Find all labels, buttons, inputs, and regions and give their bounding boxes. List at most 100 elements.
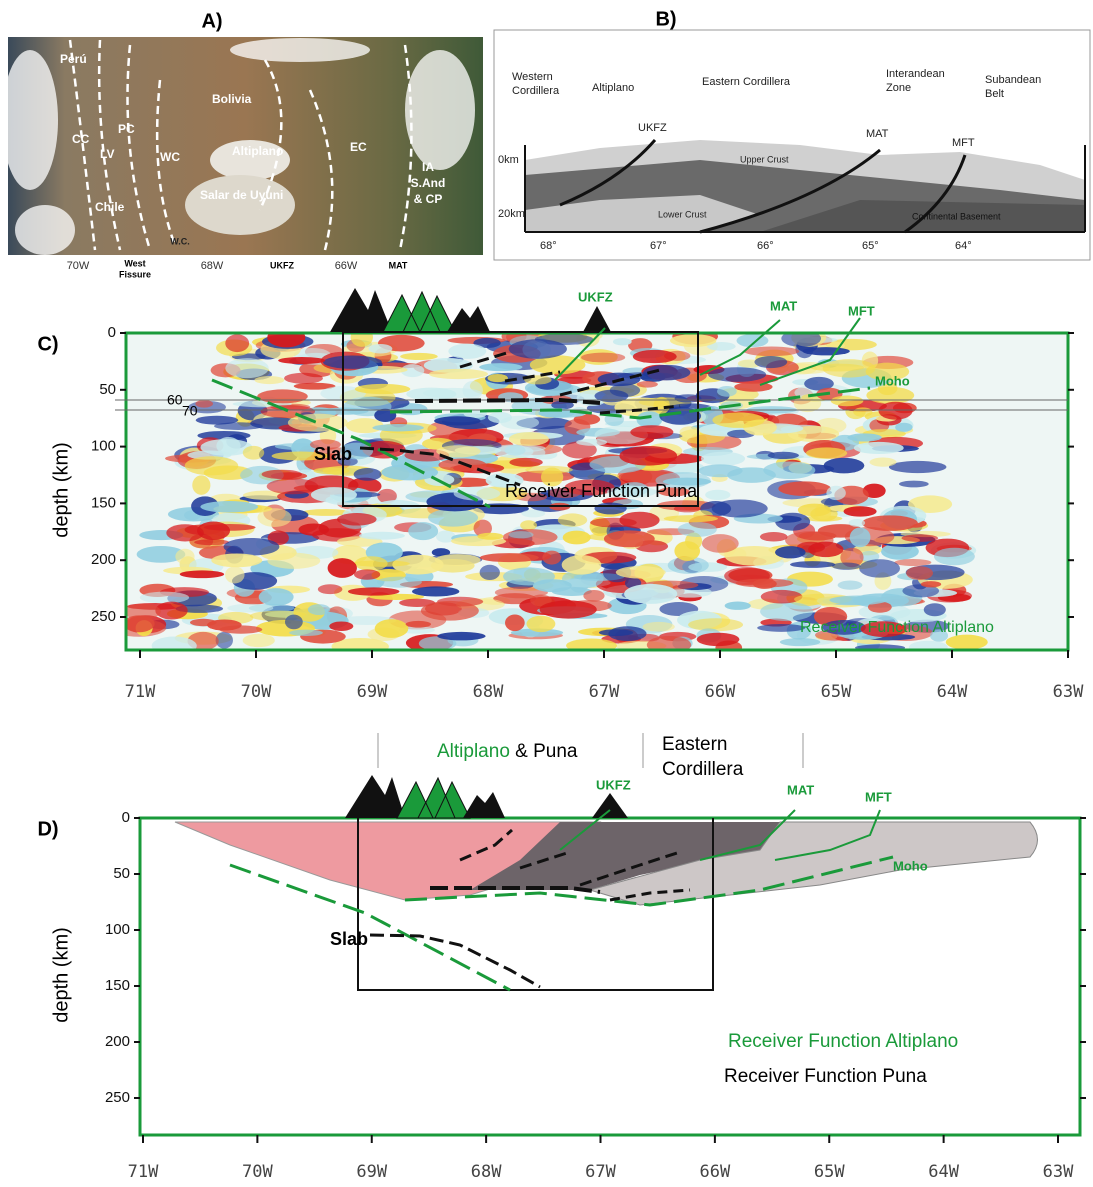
rf-blob [307,604,331,616]
rf-blob [353,569,381,580]
rf-blob [530,594,552,607]
panel-c: C) depth (km) 60 70 UKFZ [37,288,1084,702]
rf-blob [608,626,647,642]
rf-blob [392,554,444,575]
x-tick-label: 67W [589,682,620,702]
rf-blob [473,337,501,349]
rf-blob [494,586,548,599]
region-dividers [377,733,804,768]
rf-blob [808,541,844,558]
rf-blob [508,531,534,539]
salar [210,140,290,180]
fault-label: UKFZ [578,289,613,304]
rf-blob [861,515,918,531]
region-label: Eastern [662,734,727,755]
x-tick-label: 63W [1053,682,1084,702]
rf-blob [284,614,303,630]
rf-blob [266,478,319,495]
rf-blob [653,396,670,415]
rf-blob [242,490,289,500]
rf-blob [888,460,947,474]
rf-blob [211,553,263,568]
rf-blob [707,341,736,351]
rf-blob [920,581,942,588]
rf-blob [219,625,263,634]
rf-blob [267,333,306,348]
rf-blob [583,589,605,602]
rf-blob [643,364,691,381]
region-label: Western [512,71,553,83]
rf-blob [612,338,632,346]
rf-blob [508,432,549,446]
rf-blob [906,566,934,580]
rf-blob [310,487,357,503]
rf-blob [945,634,988,650]
rf-blob [473,519,492,537]
rf-blob [830,395,864,407]
x-tick-label: 67W [585,1162,616,1182]
rf-blob [448,343,487,359]
rf-blob [278,357,326,364]
faults [559,139,967,234]
rf-blob [242,633,275,648]
rf-blob [258,588,294,606]
rf-blob [434,554,481,566]
axis-label: 70W [67,260,90,272]
fault-label: MAT [866,128,889,140]
rf-blob [865,362,910,381]
lon-label: 67° [650,240,667,252]
x-tick-label: 71W [125,682,156,702]
lon-label: 65° [862,240,879,252]
rf-blob [590,517,637,528]
y-tick-label: 50 [99,381,116,398]
structures [211,317,871,509]
rf-blob [214,422,263,430]
rf-blob [479,363,523,372]
rf-blob [763,461,816,480]
rf-blob [562,530,591,545]
rf-blob [840,547,864,568]
rf-blob [358,531,405,540]
rf-blob [848,518,866,527]
rf-blob [700,451,746,466]
rf-blob [619,445,678,466]
x-tick-label: 69W [356,1162,387,1182]
rf-blob [437,631,486,641]
rf-blob [580,352,626,363]
rf-blob [436,445,481,458]
rf-blob [510,628,564,637]
rf-blob [724,546,784,566]
rf-blob [688,618,744,632]
rf-blob [636,411,663,428]
rf-blob [869,457,897,467]
rf-blob [196,521,231,540]
region-label: Cordillera [662,759,744,780]
rf-blob [630,425,674,439]
rf-blob [139,591,190,604]
rf-blob [606,486,657,498]
x-tick-label: 64W [937,682,968,702]
rf-blob [895,422,913,432]
y-tick-label: 0 [122,809,130,826]
region-label: Zone [886,82,911,94]
rf-blob [376,576,422,588]
x-tick-label: 66W [700,1162,731,1182]
rf-blob [696,632,740,647]
y-axis-label: depth (km) [50,927,72,1023]
rf-blob [778,481,831,497]
map-label: & CP [414,192,443,206]
rf-blob [494,445,534,459]
boundaries [68,39,413,251]
rf-blob [381,464,439,481]
rf-blob [789,561,836,568]
map-label: LV [100,147,114,161]
moho-label: Moho [875,373,910,388]
rf-blob [225,334,250,353]
region-label: Eastern Cordillera [702,76,791,88]
lower-crust [525,195,760,232]
y-tick-label: 200 [91,551,116,568]
rf-blob [866,386,915,404]
y-tick-label: 100 [91,438,116,455]
rf-blob [779,638,821,647]
rf-blob [508,339,567,359]
